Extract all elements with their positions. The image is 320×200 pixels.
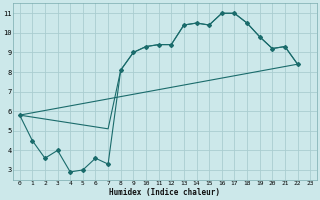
X-axis label: Humidex (Indice chaleur): Humidex (Indice chaleur) <box>109 188 220 197</box>
